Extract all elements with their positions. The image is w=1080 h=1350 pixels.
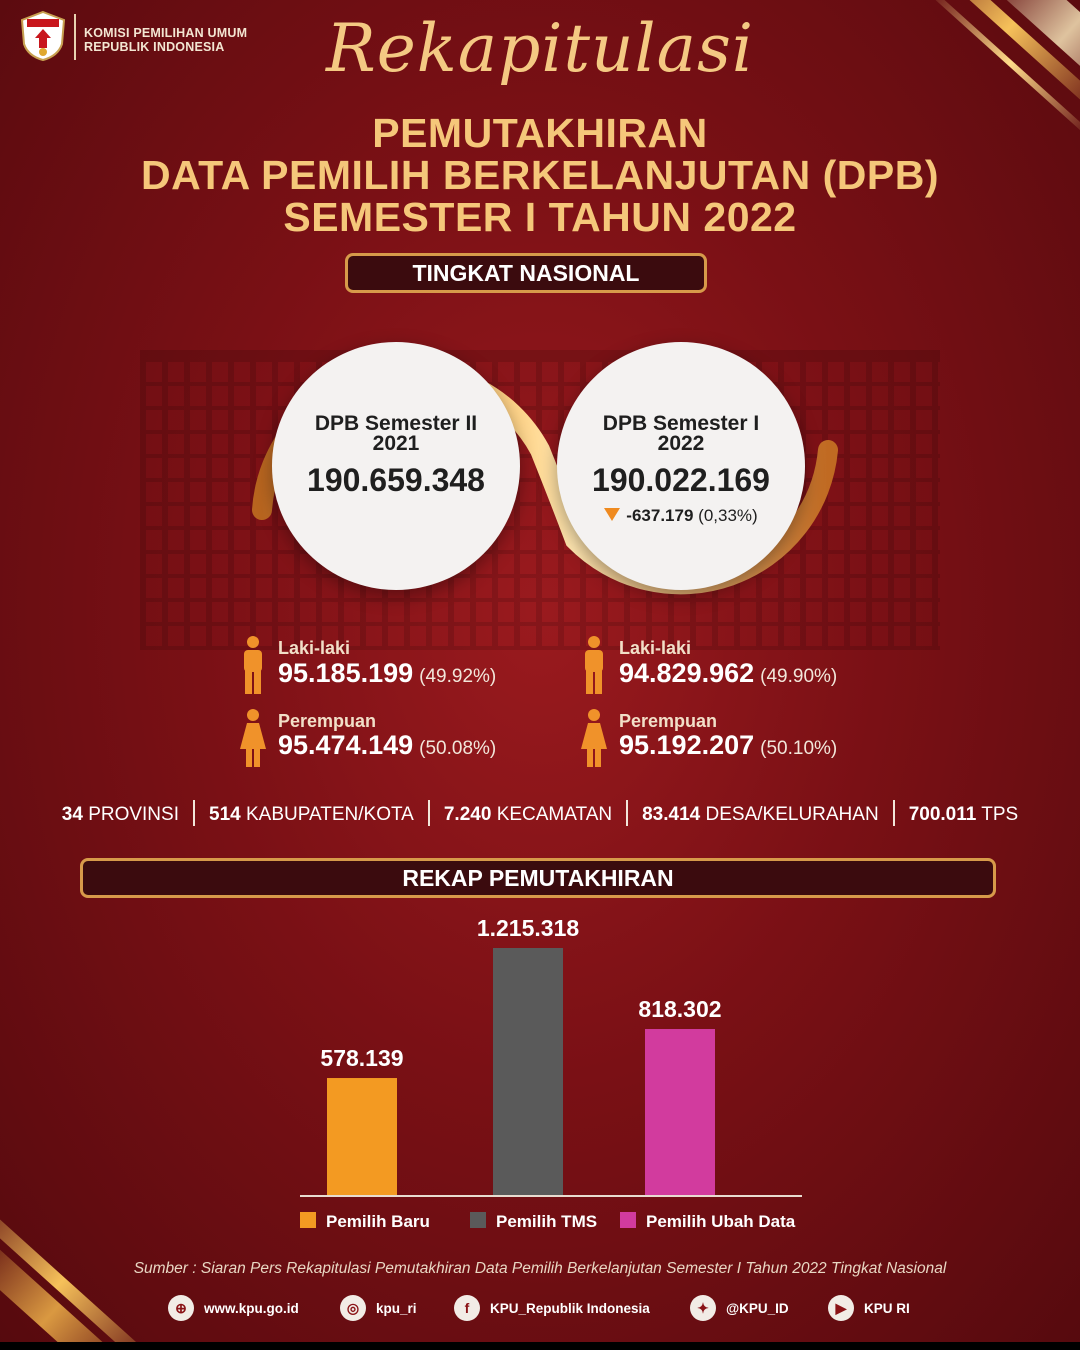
region-count: 34 (61, 804, 83, 825)
footer-label: @KPU_ID (726, 1300, 789, 1316)
dpb-change: -637.179 (0,33%) (557, 506, 805, 526)
org-line1: KOMISI PEMILIHAN UMUM (84, 26, 248, 40)
male-pct-2022: (49.90%) (760, 666, 838, 687)
title-line1: PEMUTAKHIRAN (372, 110, 708, 156)
down-triangle-icon (604, 508, 621, 521)
female-value-2022: 95.192.207 (50.10%) (619, 730, 837, 761)
facebook-icon: f (454, 1295, 480, 1321)
region-count: 7.240 (443, 804, 492, 825)
footer-label: www.kpu.go.id (204, 1300, 299, 1316)
infinity-ribbon (252, 362, 838, 595)
footer-facebook[interactable]: f KPU_Republik Indonesia (454, 1293, 650, 1323)
dpb-2021-label: DPB Semester II 2021 (272, 412, 520, 455)
male-icon (244, 636, 262, 694)
legend-swatch-2 (620, 1212, 636, 1228)
source-note: Sumber : Siaran Pers Rekapitulasi Pemuta… (133, 1260, 947, 1277)
female-pct-2021: (50.08%) (419, 738, 497, 759)
script-title: Rekapitulasi (326, 10, 754, 87)
male-pct-2021: (49.92%) (419, 666, 497, 687)
male-count-2022: 94.829.962 (619, 658, 755, 688)
dpb-2021-label-line1: DPB Semester II (314, 412, 478, 435)
region-count: 700.011 (908, 804, 977, 825)
male-label-2021: Laki-laki (278, 638, 351, 658)
dpb-2022-label-line1: DPB Semester I (602, 412, 760, 435)
dpb-change-pct: (0,33%) (698, 506, 758, 525)
female-icon (240, 709, 266, 767)
dpb-change-value: -637.179 (626, 506, 694, 525)
footer-website[interactable]: ⊕ www.kpu.go.id (168, 1293, 299, 1323)
footer-label: KPU_Republik Indonesia (490, 1300, 650, 1316)
dpb-2021-label-line2: 2021 (372, 432, 420, 455)
male-count-2021: 95.185.199 (278, 658, 414, 688)
dpb-2022-value: 190.022.169 (592, 462, 770, 498)
dpb-2021-circle: DPB Semester II 2021 190.659.348 (272, 342, 520, 590)
female-label-2022: Perempuan (619, 711, 718, 731)
legend-label-2: Pemilih Ubah Data (646, 1212, 796, 1231)
bar-0 (327, 1078, 397, 1196)
dpb-2022-circle: DPB Semester I 2022 190.022.169 -637.179… (557, 342, 805, 590)
bar-value-label-2: 818.302 (638, 996, 721, 1022)
region-label: DESA/KELURAHAN (705, 804, 879, 825)
footer-label: kpu_ri (376, 1300, 417, 1316)
header-divider (74, 14, 76, 60)
section-national-banner: TINGKAT NASIONAL (345, 253, 707, 293)
dpb-2021-value: 190.659.348 (307, 462, 485, 498)
org-line2: REPUBLIK INDONESIA (84, 40, 225, 54)
footer-links: ⊕ www.kpu.go.id ◎ kpu_ri f KPU_Republik Ind… (0, 1293, 1080, 1323)
legend-swatch-1 (470, 1212, 486, 1228)
title-line3: SEMESTER I TAHUN 2022 (283, 194, 797, 240)
region-counts: 34 PROVINSI 514 KABUPATEN/KOTA 7.240 KECAM… (0, 800, 1080, 826)
dpb-2022-label: DPB Semester I 2022 (557, 412, 805, 455)
twitter-icon: ✦ (690, 1295, 716, 1321)
female-label-2021: Perempuan (278, 711, 377, 731)
globe-icon: ⊕ (168, 1295, 194, 1321)
male-icon (585, 636, 603, 694)
region-label: TPS (981, 804, 1019, 825)
region-kabupaten: 514 KABUPATEN/KOTA (209, 804, 414, 825)
legend-label-1: Pemilih TMS (496, 1212, 597, 1231)
bar-value-label-1: 1.215.318 (477, 915, 580, 941)
male-value-2021: 95.185.199 (49.92%) (278, 658, 496, 689)
bar-1 (493, 948, 563, 1196)
footer-instagram[interactable]: ◎ kpu_ri (340, 1293, 417, 1323)
female-count-2021: 95.474.149 (278, 730, 414, 760)
title-line2: DATA PEMILIH BERKELANJUTAN (DPB) (140, 152, 939, 198)
footer-youtube[interactable]: ▶ KPU RI (828, 1293, 910, 1323)
kpu-logo (20, 10, 66, 62)
organization-name: KOMISI PEMILIHAN UMUM REPUBLIK INDONESIA (84, 26, 247, 54)
region-tps: 700.011 TPS (909, 804, 1019, 825)
footer-twitter[interactable]: ✦ @KPU_ID (690, 1293, 789, 1323)
male-value-2022: 94.829.962 (49.90%) (619, 658, 837, 689)
divider (626, 800, 629, 826)
legend-swatch-0 (300, 1212, 316, 1228)
region-count: 83.414 (642, 804, 701, 825)
bar-value-label-0: 578.139 (320, 1045, 403, 1071)
bottom-bar (0, 1342, 1080, 1350)
divider (892, 800, 895, 826)
male-label-2022: Laki-laki (619, 638, 692, 658)
legend-label-0: Pemilih Baru (326, 1212, 430, 1231)
region-desa: 83.414 DESA/KELURAHAN (642, 804, 879, 825)
divider (193, 800, 195, 826)
female-value-2021: 95.474.149 (50.08%) (278, 730, 496, 761)
female-pct-2022: (50.10%) (760, 738, 838, 759)
female-icon (581, 709, 607, 767)
dpb-2022-label-line2: 2022 (657, 432, 705, 455)
youtube-icon: ▶ (828, 1295, 854, 1321)
rekap-bar-chart: 578.139 1.215.318 818.302 Pemilih Baru Pemil… (300, 915, 802, 1231)
region-count: 514 (209, 804, 241, 825)
region-provinsi: 34 PROVINSI (62, 804, 179, 825)
section-rekap-banner: REKAP PEMUTAKHIRAN (80, 858, 996, 898)
instagram-icon: ◎ (340, 1295, 366, 1321)
female-count-2022: 95.192.207 (619, 730, 755, 760)
region-label: KABUPATEN/KOTA (245, 804, 414, 825)
region-kecamatan: 7.240 KECAMATAN (444, 804, 612, 825)
footer-label: KPU RI (864, 1300, 910, 1316)
region-label: PROVINSI (88, 804, 179, 825)
divider (427, 800, 430, 826)
bar-2 (645, 1029, 715, 1196)
region-label: KECAMATAN (496, 804, 613, 825)
